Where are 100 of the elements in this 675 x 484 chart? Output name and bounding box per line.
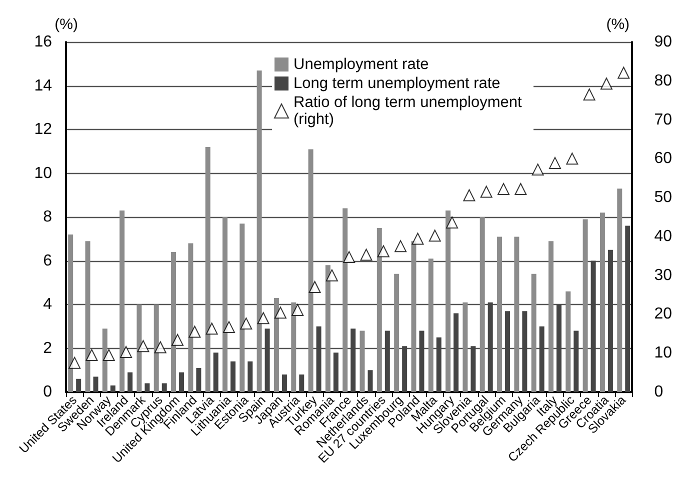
bar [102,328,108,392]
legend-label: Long term unemployment rate [294,75,500,92]
bar [574,330,579,392]
bar [428,258,434,392]
bar [539,326,544,392]
bar [144,383,150,392]
bar [582,219,588,392]
bar [196,368,202,392]
y-tick-label: 16 [34,34,52,50]
y-tick-label: 6 [43,252,52,270]
point [120,346,132,358]
bar [514,236,520,392]
bar [376,228,382,392]
bar [264,328,270,392]
bar [213,352,218,392]
y2-tick-label: 0 [654,384,664,400]
bar [394,274,400,392]
bar [436,337,442,392]
bar [350,328,356,392]
point [428,230,441,242]
bar [325,265,330,392]
point [188,326,201,338]
point [532,164,544,176]
point [498,183,510,195]
bar [68,234,74,392]
point [343,251,356,264]
point [86,349,98,362]
bar [548,241,554,392]
bar [531,274,536,392]
point [463,189,476,202]
y-tick-label: 4 [43,296,52,313]
point [308,281,321,293]
bar [600,212,605,392]
bar [566,291,571,392]
bar [470,346,476,392]
bar [274,298,279,392]
bar [333,352,338,392]
bar [282,374,287,392]
bar [256,70,262,392]
point [480,186,492,198]
bar [617,188,622,392]
bar [85,241,90,392]
bar [128,372,133,392]
y2-tick-label: 20 [654,306,672,323]
bar [222,217,228,392]
y2-tick-label: 40 [654,228,672,245]
bar [299,374,304,392]
bar [248,361,253,392]
bar [205,147,210,392]
y2-tick-label: 50 [654,189,672,206]
point [223,321,235,334]
bar [454,313,459,392]
bar [384,330,390,392]
bar [316,326,322,392]
point [274,306,286,319]
y2-tick-label: 70 [654,111,672,128]
point [600,78,612,90]
bar [230,361,236,392]
bar [488,302,493,392]
bar [522,311,528,392]
bar [179,372,184,392]
y-tick-label: 0 [43,384,52,400]
bar [360,330,365,392]
point [326,269,338,282]
bar [368,370,373,392]
bar [608,250,613,392]
y-tick-label: 2 [43,340,52,357]
bar [76,378,82,392]
bar [419,330,424,392]
bar [120,210,125,392]
bar [411,241,416,392]
bar [446,210,451,392]
bar [93,376,98,392]
point [446,216,458,228]
point [618,66,630,79]
y2-axis-title: (%) [606,16,630,33]
bar [291,302,296,392]
bar [110,385,116,392]
point [566,152,578,165]
y2-tick-label: 90 [654,34,672,50]
point [514,183,527,195]
point [583,88,596,100]
bar [625,226,630,392]
bar [480,217,485,392]
point [172,334,184,346]
y-axis-title: (%) [54,16,78,33]
y-tick-label: 10 [34,164,52,182]
bar [162,383,167,392]
legend-label: Unemployment rate [294,56,429,73]
bar [402,346,408,392]
point [206,322,218,335]
legend-label: Ratio of long term unemployment (right) [294,94,526,128]
point [412,232,424,245]
point [548,156,561,169]
bar [171,252,176,392]
bar [240,224,245,392]
y-tick-label: 8 [43,208,52,226]
bar [154,304,159,392]
bar [497,236,502,392]
bar [462,302,468,392]
